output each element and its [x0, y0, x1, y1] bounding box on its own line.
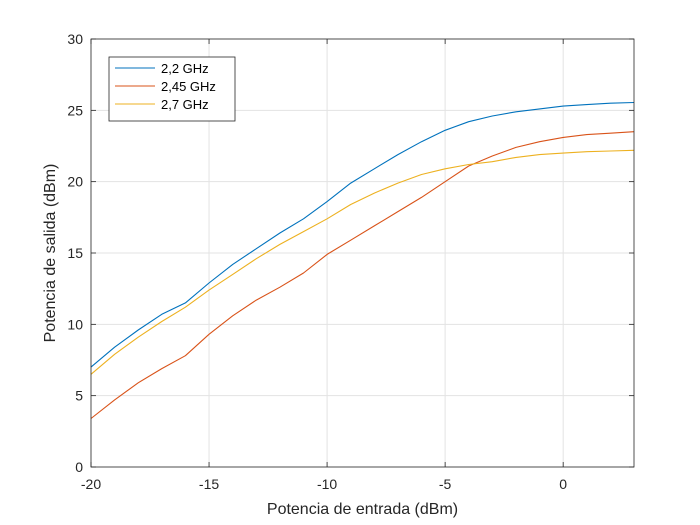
legend-entry-label: 2,45 GHz [161, 79, 216, 94]
legend-entry-label: 2,2 GHz [161, 61, 209, 76]
x-tick-label: -15 [199, 476, 219, 492]
y-tick-label: 15 [67, 245, 83, 261]
y-axis: 0 5 10 15 20 25 30 [67, 31, 634, 475]
y-tick-label: 10 [67, 316, 83, 332]
x-axis: -20 -15 -10 -5 0 [81, 39, 567, 492]
y-tick-label: 30 [67, 31, 83, 47]
series-line-3 [90, 149, 635, 375]
x-tick-label: -20 [81, 476, 101, 492]
y-tick-label: 25 [67, 102, 83, 118]
x-tick-label: 0 [559, 476, 567, 492]
series-lines [90, 101, 635, 419]
series-line-1 [90, 101, 635, 368]
x-tick-label: -10 [317, 476, 337, 492]
x-axis-label: Potencia de entrada (dBm) [267, 501, 458, 518]
x-tick-label: -5 [439, 476, 452, 492]
y-tick-label: 5 [75, 388, 83, 404]
series-line-2 [90, 131, 635, 419]
y-tick-label: 0 [75, 459, 83, 475]
y-axis-label: Potencia de salida (dBm) [42, 164, 59, 343]
y-tick-label: 20 [67, 174, 83, 190]
legend-entry-label: 2,7 GHz [161, 97, 209, 112]
legend: 2,2 GHz 2,45 GHz 2,7 GHz [108, 56, 236, 122]
